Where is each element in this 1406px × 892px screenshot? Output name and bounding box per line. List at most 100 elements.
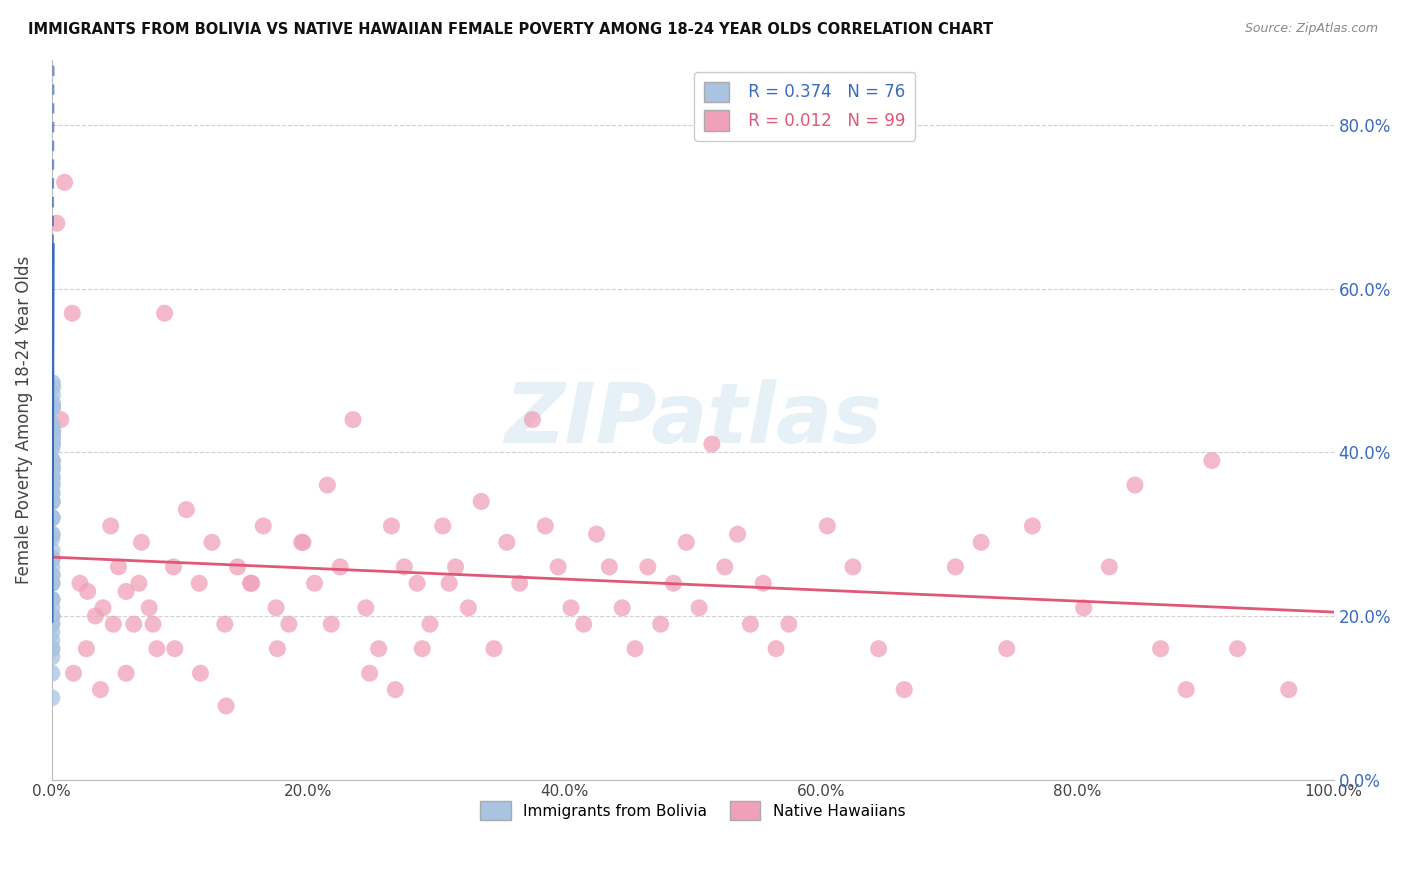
Point (41, 551, 63, 566)
Point (444, 560, 467, 574)
Point (239, 576, 262, 591)
Point (41, 510, 63, 524)
Point (103, 617, 125, 632)
Point (41, 433, 63, 447)
Point (266, 641, 288, 656)
Point (41, 461, 63, 475)
Point (41, 478, 63, 492)
Point (304, 576, 326, 591)
Point (76, 584, 98, 599)
Point (41, 486, 63, 500)
Point (153, 306, 176, 320)
Point (482, 641, 505, 656)
Point (41, 527, 63, 541)
Point (437, 576, 460, 591)
Point (75, 641, 97, 656)
Point (624, 641, 647, 656)
Point (1098, 560, 1121, 574)
Point (700, 437, 723, 451)
Point (62, 666, 84, 681)
Point (131, 535, 153, 549)
Point (41, 417, 63, 431)
Point (727, 527, 749, 541)
Point (41, 429, 63, 443)
Point (41, 551, 63, 566)
Point (41, 592, 63, 607)
Point (128, 576, 150, 591)
Point (637, 560, 659, 574)
Point (292, 535, 315, 549)
Point (176, 502, 198, 516)
Point (688, 600, 710, 615)
Point (41, 568, 63, 582)
Point (1149, 641, 1171, 656)
Point (277, 617, 299, 632)
Point (740, 617, 762, 632)
Point (41, 461, 63, 475)
Text: IMMIGRANTS FROM BOLIVIA VS NATIVE HAWAIIAN FEMALE POVERTY AMONG 18-24 YEAR OLDS : IMMIGRANTS FROM BOLIVIA VS NATIVE HAWAII… (28, 22, 993, 37)
Point (41, 609, 63, 624)
Point (115, 584, 138, 599)
Point (138, 600, 160, 615)
Point (41, 458, 63, 472)
Point (41, 486, 63, 500)
Point (41, 666, 63, 681)
Point (41, 633, 63, 648)
Point (778, 617, 800, 632)
Point (367, 641, 389, 656)
Point (1073, 600, 1095, 615)
Point (612, 600, 634, 615)
Point (598, 560, 620, 574)
Point (41, 494, 63, 508)
Point (765, 641, 787, 656)
Point (226, 560, 249, 574)
Point (842, 560, 865, 574)
Point (1226, 641, 1249, 656)
Point (252, 519, 274, 533)
Point (585, 527, 607, 541)
Point (42, 425, 65, 439)
Point (970, 535, 993, 549)
Point (893, 682, 915, 697)
Point (1278, 682, 1301, 697)
Point (713, 560, 735, 574)
Point (945, 560, 967, 574)
Point (41, 609, 63, 624)
Point (41, 442, 63, 456)
Point (215, 698, 238, 713)
Point (41, 474, 63, 488)
Point (41, 543, 63, 558)
Point (41, 433, 63, 447)
Point (41, 625, 63, 640)
Point (534, 519, 557, 533)
Point (432, 519, 454, 533)
Point (41, 494, 63, 508)
Point (868, 641, 890, 656)
Point (91, 600, 114, 615)
Point (1021, 519, 1043, 533)
Point (162, 560, 184, 574)
Point (41, 396, 63, 410)
Point (495, 535, 517, 549)
Point (69, 576, 91, 591)
Point (89, 682, 111, 697)
Point (201, 535, 224, 549)
Point (291, 535, 314, 549)
Point (41, 609, 63, 624)
Point (41, 429, 63, 443)
Point (45, 216, 67, 230)
Point (41, 421, 63, 435)
Point (41, 592, 63, 607)
Point (41, 690, 63, 705)
Point (522, 412, 544, 426)
Point (41, 401, 63, 415)
Point (41, 576, 63, 591)
Point (411, 641, 433, 656)
Point (995, 641, 1018, 656)
Point (41, 401, 63, 415)
Point (41, 453, 63, 467)
Point (41, 531, 63, 545)
Point (662, 576, 685, 591)
Point (560, 600, 582, 615)
Point (41, 461, 63, 475)
